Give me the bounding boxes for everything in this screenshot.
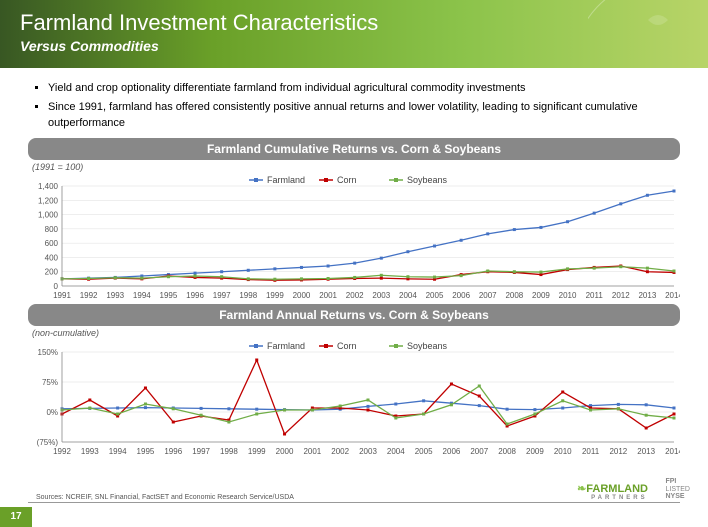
svg-text:1,400: 1,400 [38, 182, 59, 191]
svg-text:1,200: 1,200 [38, 196, 59, 205]
svg-text:2005: 2005 [415, 447, 433, 456]
svg-text:1996: 1996 [186, 291, 204, 300]
svg-text:2000: 2000 [293, 291, 311, 300]
bullet-list: Yield and crop optionality differentiate… [48, 80, 680, 132]
header-banner: Farmland Investment Characteristics Vers… [0, 0, 708, 68]
chart2-note: (non-cumulative) [32, 328, 680, 338]
svg-text:2012: 2012 [612, 291, 630, 300]
svg-text:1991: 1991 [53, 291, 71, 300]
svg-text:Soybeans: Soybeans [407, 175, 448, 185]
svg-text:2002: 2002 [331, 447, 349, 456]
svg-text:1996: 1996 [164, 447, 182, 456]
svg-text:1997: 1997 [213, 291, 231, 300]
svg-text:2014: 2014 [665, 447, 680, 456]
svg-text:2001: 2001 [303, 447, 321, 456]
chart1-title: Farmland Cumulative Returns vs. Corn & S… [28, 138, 680, 160]
header-decor-icon [588, 0, 708, 68]
svg-text:2001: 2001 [319, 291, 337, 300]
svg-text:2010: 2010 [554, 447, 572, 456]
svg-text:400: 400 [45, 253, 59, 262]
content-area: Yield and crop optionality differentiate… [0, 68, 708, 468]
chart1-note: (1991 = 100) [32, 162, 680, 172]
svg-text:2009: 2009 [526, 447, 544, 456]
svg-text:1993: 1993 [81, 447, 99, 456]
svg-text:1,000: 1,000 [38, 210, 59, 219]
svg-text:1992: 1992 [53, 447, 71, 456]
svg-text:75%: 75% [42, 378, 58, 387]
svg-text:2006: 2006 [452, 291, 470, 300]
chart1-box: 0 200 400 600 800 1,000 1,200 1,400 1991 1992 1993… [28, 172, 680, 300]
svg-text:1994: 1994 [133, 291, 151, 300]
svg-text:1998: 1998 [239, 291, 257, 300]
chart2-svg: (75%) 0% 75% 150% 1992 1993 1994 1995 1996 1997 19… [28, 338, 680, 456]
svg-text:2003: 2003 [359, 447, 377, 456]
svg-text:2007: 2007 [470, 447, 488, 456]
svg-text:1995: 1995 [137, 447, 155, 456]
svg-text:0%: 0% [46, 408, 58, 417]
footer-divider [28, 502, 680, 503]
svg-text:2005: 2005 [426, 291, 444, 300]
svg-text:Corn: Corn [337, 341, 357, 351]
chart2-title: Farmland Annual Returns vs. Corn & Soybe… [28, 304, 680, 326]
svg-text:1994: 1994 [109, 447, 127, 456]
svg-text:2011: 2011 [582, 447, 600, 456]
footer-logo: ❧FARMLAND PARTNERS [577, 482, 648, 501]
svg-text:2014: 2014 [665, 291, 680, 300]
svg-text:150%: 150% [38, 348, 58, 357]
bullet-item: Since 1991, farmland has offered consist… [48, 99, 680, 132]
svg-text:2013: 2013 [638, 291, 656, 300]
sources-text: Sources: NCREIF, SNL Financial, FactSET … [36, 494, 294, 501]
svg-text:2004: 2004 [399, 291, 417, 300]
svg-text:Farmland: Farmland [267, 341, 305, 351]
svg-text:0: 0 [54, 282, 59, 291]
svg-text:2008: 2008 [498, 447, 516, 456]
svg-text:1993: 1993 [106, 291, 124, 300]
svg-text:Farmland: Farmland [267, 175, 305, 185]
svg-text:200: 200 [45, 267, 59, 276]
svg-text:1999: 1999 [266, 291, 284, 300]
svg-text:Soybeans: Soybeans [407, 341, 448, 351]
svg-text:2008: 2008 [505, 291, 523, 300]
svg-text:2010: 2010 [559, 291, 577, 300]
svg-text:1992: 1992 [80, 291, 98, 300]
svg-text:2013: 2013 [637, 447, 655, 456]
svg-text:800: 800 [45, 224, 59, 233]
svg-text:600: 600 [45, 239, 59, 248]
svg-text:2006: 2006 [443, 447, 461, 456]
svg-text:2011: 2011 [586, 291, 604, 300]
bullet-item: Yield and crop optionality differentiate… [48, 80, 680, 97]
svg-text:1999: 1999 [248, 447, 266, 456]
svg-text:2000: 2000 [276, 447, 294, 456]
svg-text:(75%): (75%) [37, 438, 59, 447]
svg-text:1997: 1997 [192, 447, 210, 456]
leaf-icon: ❧ [577, 483, 586, 495]
footer-bar: 17 [0, 507, 708, 527]
svg-text:Corn: Corn [337, 175, 357, 185]
svg-text:2002: 2002 [346, 291, 364, 300]
svg-text:2012: 2012 [609, 447, 627, 456]
svg-text:2003: 2003 [372, 291, 390, 300]
svg-text:2004: 2004 [387, 447, 405, 456]
chart1-svg: 0 200 400 600 800 1,000 1,200 1,400 1991 1992 1993… [28, 172, 680, 300]
svg-text:1995: 1995 [160, 291, 178, 300]
svg-text:2007: 2007 [479, 291, 497, 300]
svg-text:1998: 1998 [220, 447, 238, 456]
footer-ticker: FPI LISTED NYSE [665, 478, 690, 501]
footer-logo-sub: PARTNERS [591, 495, 648, 501]
page-number: 17 [0, 507, 32, 527]
svg-text:2009: 2009 [532, 291, 550, 300]
chart2-box: (75%) 0% 75% 150% 1992 1993 1994 1995 1996 1997 19… [28, 338, 680, 456]
